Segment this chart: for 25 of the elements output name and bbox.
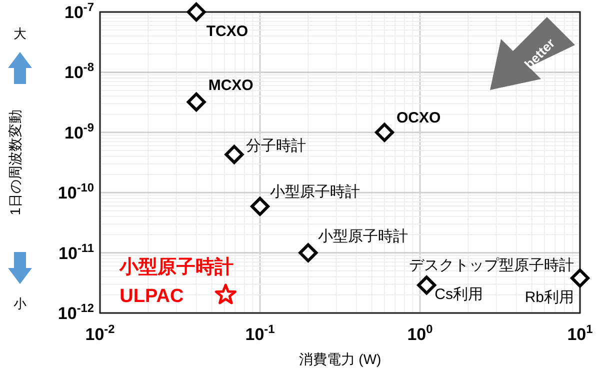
annotation: 小型原子時計	[270, 183, 360, 200]
y-tick-label: 10$^{-10}$	[58, 180, 94, 203]
x-tick-label: 10$^{-2}$	[85, 322, 116, 344]
x-axis-title: 消費電力 (W)	[298, 351, 382, 367]
y-tick-label: 10$^{-7}$	[64, 0, 94, 22]
x-tick-label: 10$^{1}$	[567, 322, 594, 344]
annotation: TCXO	[206, 23, 248, 40]
annotation: MCXO	[208, 76, 254, 94]
x-tick-label: 10$^{-1}$	[245, 322, 276, 344]
y-axis-title: 1日の周波数変動	[7, 110, 23, 216]
annotation: Cs利用	[434, 286, 483, 304]
y-tick-label: 10$^{-12}$	[58, 301, 94, 323]
y-tick-label: 10$^{-11}$	[58, 240, 94, 263]
annotation: デスクトップ型原子時計	[409, 257, 574, 274]
annotation: 小型原子時計	[318, 228, 408, 245]
text: 小	[14, 296, 26, 311]
y-tick-label: 10$^{-9}$	[64, 120, 94, 142]
annotation: 分子時計	[246, 137, 306, 154]
annotation: 小型原子時計	[118, 256, 234, 278]
text: 大	[14, 26, 26, 41]
annotation: Rb利用	[524, 289, 574, 306]
annotation: ULPAC	[120, 286, 184, 307]
annotation: OCXO	[396, 109, 442, 126]
y-tick-label: 10$^{-8}$	[64, 60, 94, 82]
x-tick-label: 10$^{0}$	[407, 322, 434, 344]
